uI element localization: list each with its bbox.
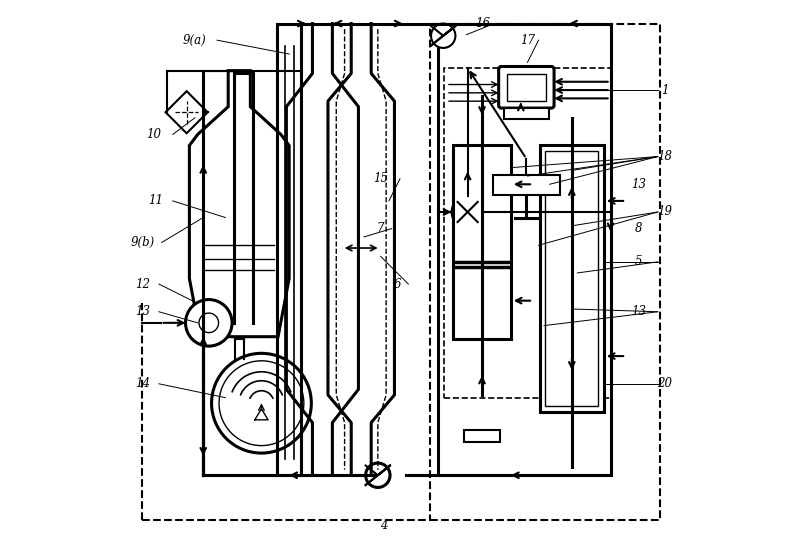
Text: 9(b): 9(b) — [130, 236, 154, 249]
Text: 4: 4 — [380, 519, 387, 531]
Circle shape — [211, 353, 311, 453]
Circle shape — [366, 463, 390, 487]
FancyBboxPatch shape — [540, 145, 604, 412]
Text: 15: 15 — [373, 172, 388, 185]
Polygon shape — [190, 71, 289, 336]
Text: 7: 7 — [377, 222, 384, 235]
Circle shape — [452, 197, 483, 227]
FancyBboxPatch shape — [464, 430, 500, 442]
FancyBboxPatch shape — [493, 175, 560, 196]
Text: 19: 19 — [658, 206, 673, 218]
Text: 13: 13 — [134, 305, 150, 318]
Text: 1: 1 — [661, 84, 669, 96]
Text: 14: 14 — [134, 377, 150, 390]
Text: 6: 6 — [394, 277, 401, 291]
Text: 10: 10 — [146, 128, 161, 141]
Text: 13: 13 — [631, 305, 646, 318]
Circle shape — [431, 23, 455, 48]
FancyBboxPatch shape — [498, 66, 554, 108]
FancyBboxPatch shape — [454, 145, 511, 339]
Text: 12: 12 — [134, 277, 150, 291]
Text: 17: 17 — [520, 33, 535, 47]
Text: 13: 13 — [631, 178, 646, 191]
Text: 11: 11 — [149, 194, 164, 207]
FancyBboxPatch shape — [504, 108, 549, 119]
Text: 20: 20 — [658, 377, 673, 390]
Text: 18: 18 — [658, 150, 673, 163]
Text: 5: 5 — [634, 255, 642, 268]
Circle shape — [186, 300, 232, 346]
Text: 8: 8 — [634, 222, 642, 235]
Text: 9(a): 9(a) — [183, 33, 207, 47]
Text: 16: 16 — [476, 17, 490, 30]
